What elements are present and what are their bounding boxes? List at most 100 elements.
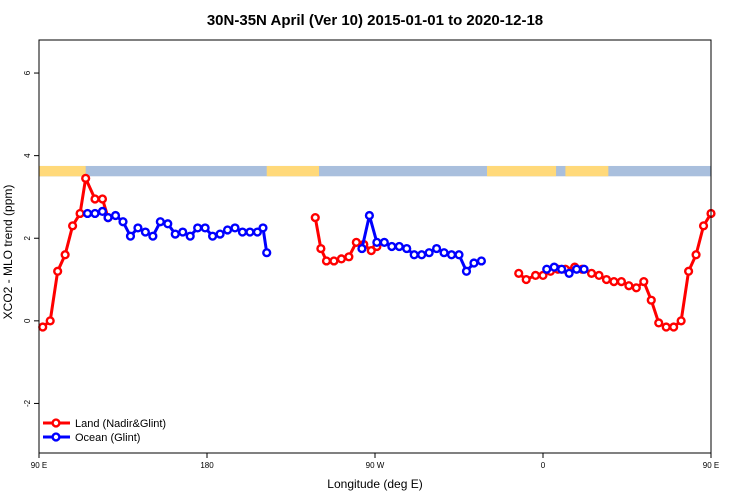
data-point xyxy=(372,237,382,247)
legend-label: Ocean (Glint) xyxy=(75,432,140,444)
legend-marker xyxy=(51,418,61,428)
data-point xyxy=(336,254,347,264)
data-point xyxy=(409,250,419,260)
data-point xyxy=(616,277,627,287)
data-point xyxy=(321,256,332,266)
legend-label: Land (Nadir&Glint) xyxy=(75,418,166,430)
data-point xyxy=(208,231,218,241)
x-tick-label: 180 xyxy=(200,461,214,470)
data-point xyxy=(446,250,457,260)
data-point xyxy=(594,270,604,281)
data-point xyxy=(329,256,339,266)
data-point xyxy=(646,295,656,305)
data-point xyxy=(571,264,582,274)
y-tick-label: 2 xyxy=(23,235,32,240)
y-axis-label: XCO2 - MLO trend (ppm) xyxy=(1,185,15,320)
data-point xyxy=(90,194,100,204)
land-mask-segment xyxy=(565,165,609,177)
data-point xyxy=(97,194,108,204)
land-mask-segment xyxy=(487,165,557,177)
data-point xyxy=(222,225,233,235)
data-point xyxy=(90,208,100,219)
data-point xyxy=(379,237,389,247)
data-point xyxy=(549,262,559,272)
data-point xyxy=(316,243,326,254)
data-point xyxy=(262,248,272,258)
data-point xyxy=(469,258,479,268)
data-point xyxy=(103,212,113,223)
data-point xyxy=(586,268,597,278)
data-point xyxy=(424,248,434,258)
x-tick-label: 0 xyxy=(541,461,546,470)
data-point xyxy=(53,266,63,276)
data-point xyxy=(357,243,367,254)
data-point xyxy=(514,268,524,278)
legend-marker xyxy=(51,432,61,442)
data-point xyxy=(148,231,158,241)
data-point xyxy=(81,173,91,183)
land-ocean-mask-band xyxy=(39,165,711,177)
data-point xyxy=(215,229,225,239)
series-land xyxy=(38,173,716,332)
data-point xyxy=(579,264,589,274)
data-point xyxy=(542,264,552,274)
chart-title: 30N-35N April (Ver 10) 2015-01-01 to 202… xyxy=(207,12,543,29)
data-point xyxy=(178,227,188,237)
data-point xyxy=(82,208,93,219)
x-tick-label: 90 E xyxy=(703,461,719,470)
data-point xyxy=(683,266,694,276)
data-point xyxy=(387,241,397,252)
data-point xyxy=(351,237,361,247)
data-point xyxy=(258,223,268,233)
data-point xyxy=(601,274,612,285)
data-point xyxy=(439,248,449,258)
data-point xyxy=(564,268,574,278)
x-tick-label: 90 W xyxy=(366,461,385,470)
data-point xyxy=(67,221,78,231)
data-point xyxy=(669,322,679,332)
data-point xyxy=(661,322,671,332)
data-point xyxy=(624,281,634,291)
data-point xyxy=(310,212,320,223)
data-point xyxy=(163,219,173,229)
y-tick-label: -2 xyxy=(23,399,32,407)
data-point xyxy=(631,283,641,293)
data-point xyxy=(125,231,136,241)
data-point xyxy=(170,229,180,239)
data-point xyxy=(417,250,427,260)
legend: Land (Nadir&Glint) Ocean (Glint) xyxy=(43,418,166,444)
data-point xyxy=(521,274,531,285)
y-tick-label: 4 xyxy=(23,153,32,158)
data-point xyxy=(155,217,165,227)
data-point xyxy=(133,223,143,233)
data-point xyxy=(530,270,541,281)
series-layer xyxy=(38,173,716,332)
ocean-mask-band xyxy=(39,165,711,177)
data-point xyxy=(45,316,55,326)
data-point xyxy=(237,227,248,237)
data-point xyxy=(654,318,664,328)
x-tick-label: 90 E xyxy=(31,461,47,470)
data-point xyxy=(38,322,48,332)
data-point xyxy=(364,210,375,221)
data-point xyxy=(698,221,709,231)
x-axis: 90 E 180 90 W 0 90 E xyxy=(31,453,719,470)
data-point xyxy=(609,277,619,287)
data-point xyxy=(118,217,128,227)
data-point xyxy=(60,250,70,260)
land-mask-segment xyxy=(266,165,319,177)
data-point xyxy=(639,277,649,287)
series-ocean xyxy=(82,206,589,278)
y-tick-label: 0 xyxy=(23,318,32,323)
land-mask-segment xyxy=(39,165,86,177)
data-point xyxy=(394,241,404,252)
data-point xyxy=(97,206,108,216)
data-point xyxy=(461,266,472,276)
x-axis-label: Longitude (deg E) xyxy=(327,477,422,491)
data-point xyxy=(344,252,354,262)
data-point xyxy=(193,223,203,233)
data-point xyxy=(676,316,686,326)
data-point xyxy=(538,270,548,281)
data-point xyxy=(230,223,240,233)
